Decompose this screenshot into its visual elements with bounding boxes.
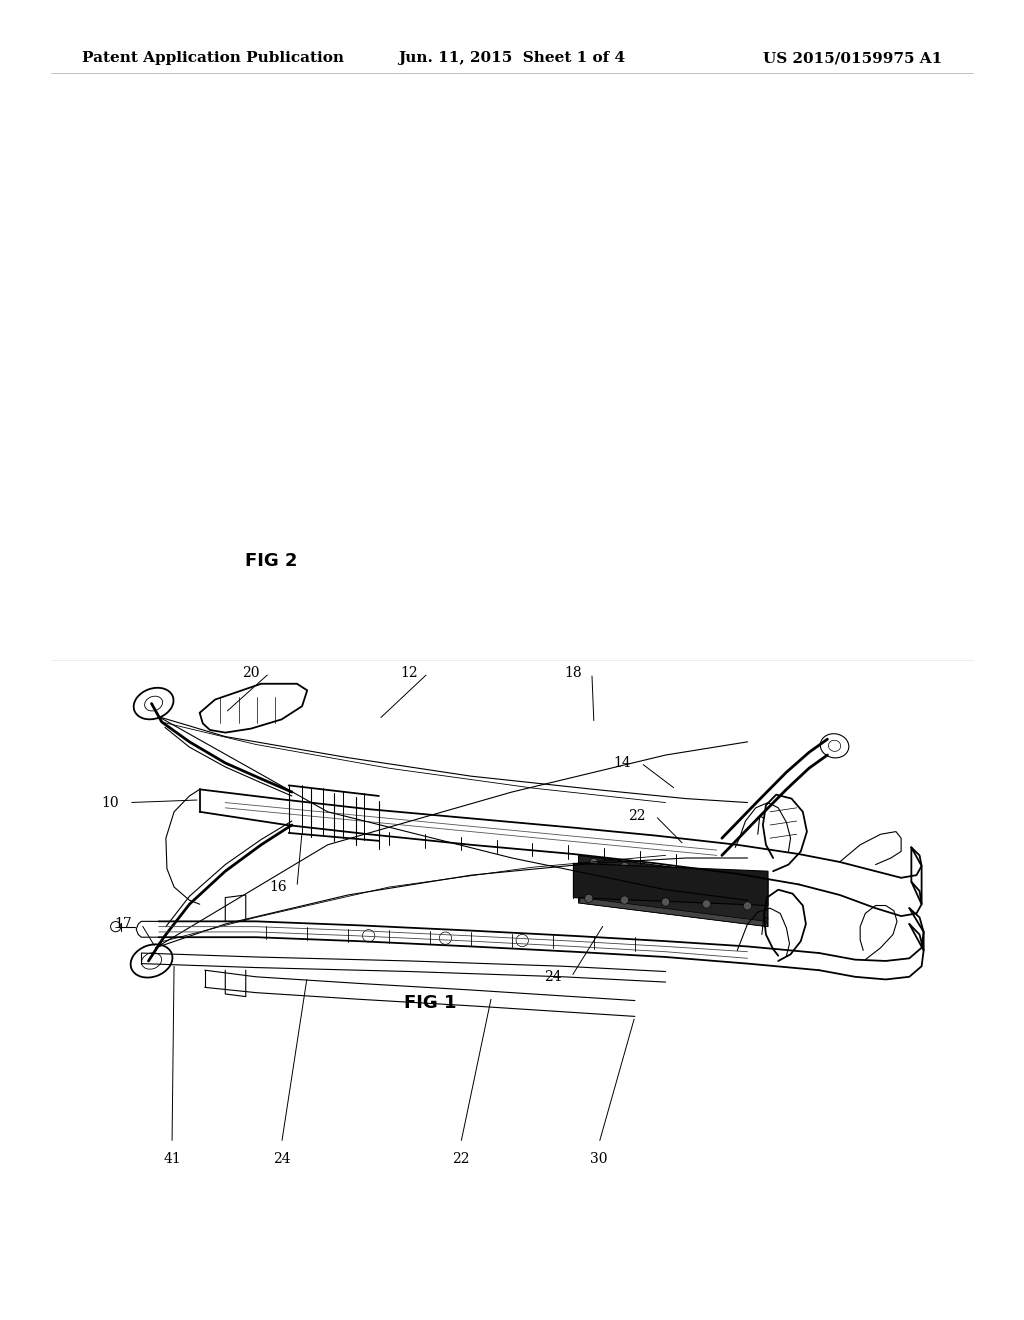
Text: 17: 17 bbox=[114, 917, 132, 931]
Text: Patent Application Publication: Patent Application Publication bbox=[82, 51, 344, 65]
Text: 12: 12 bbox=[400, 667, 419, 680]
Text: 18: 18 bbox=[564, 667, 583, 680]
Text: 14: 14 bbox=[613, 756, 632, 770]
Text: 20: 20 bbox=[242, 667, 260, 680]
Polygon shape bbox=[573, 863, 768, 906]
Polygon shape bbox=[579, 855, 768, 927]
Text: 22: 22 bbox=[628, 809, 646, 822]
Circle shape bbox=[621, 896, 629, 904]
Circle shape bbox=[585, 894, 593, 903]
Text: 41: 41 bbox=[163, 1152, 181, 1166]
Circle shape bbox=[651, 866, 659, 875]
Polygon shape bbox=[579, 898, 768, 927]
Circle shape bbox=[590, 858, 598, 867]
Text: 22: 22 bbox=[452, 1152, 470, 1166]
Text: 30: 30 bbox=[590, 1152, 608, 1166]
Text: US 2015/0159975 A1: US 2015/0159975 A1 bbox=[763, 51, 942, 65]
Text: 10: 10 bbox=[101, 796, 120, 809]
Circle shape bbox=[682, 870, 690, 879]
Text: FIG 2: FIG 2 bbox=[245, 552, 298, 570]
Circle shape bbox=[743, 902, 752, 909]
Circle shape bbox=[702, 900, 711, 908]
Circle shape bbox=[713, 874, 721, 883]
Circle shape bbox=[743, 878, 752, 887]
Text: 24: 24 bbox=[272, 1152, 291, 1166]
Circle shape bbox=[662, 898, 670, 906]
Text: Jun. 11, 2015  Sheet 1 of 4: Jun. 11, 2015 Sheet 1 of 4 bbox=[398, 51, 626, 65]
Text: 24: 24 bbox=[544, 970, 562, 983]
Text: 16: 16 bbox=[269, 880, 288, 894]
Circle shape bbox=[621, 862, 629, 871]
Text: FIG 1: FIG 1 bbox=[403, 994, 457, 1012]
